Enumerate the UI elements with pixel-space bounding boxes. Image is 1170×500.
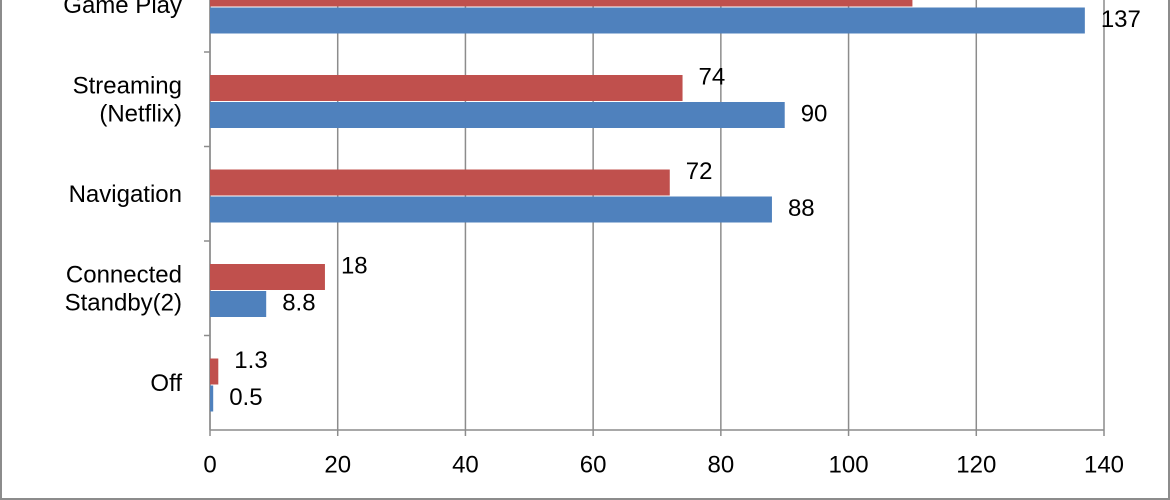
- x-tick-label: 20: [324, 451, 351, 478]
- x-tick-label: 80: [708, 451, 735, 478]
- x-tick-label: 0: [203, 451, 216, 478]
- data-label: 88: [788, 195, 815, 222]
- bar: [210, 169, 670, 196]
- y-tick-label: Game Play: [63, 0, 182, 19]
- bar: [210, 264, 325, 290]
- bar: [210, 0, 913, 7]
- y-tick-label: Off: [150, 370, 182, 397]
- data-label: 90: [801, 100, 828, 127]
- x-tick-label: 140: [1084, 451, 1124, 478]
- x-tick-label: 120: [956, 451, 996, 478]
- bar: [210, 291, 267, 317]
- x-tick-label: 40: [452, 451, 479, 478]
- data-label: 1.3: [234, 347, 267, 374]
- data-label: 8.8: [282, 289, 315, 316]
- y-tick-label: Navigation: [69, 181, 182, 208]
- y-tick-label: Connected Standby(2): [65, 262, 182, 317]
- y-tick-label: Streaming (Netflix): [73, 73, 182, 128]
- data-label: 72: [686, 158, 713, 185]
- bar: [210, 385, 214, 412]
- x-tick-label: 100: [829, 451, 869, 478]
- x-tick-label: 60: [580, 451, 607, 478]
- bar: [210, 75, 683, 101]
- bar: [210, 196, 772, 223]
- data-label: 137: [1101, 6, 1141, 33]
- data-label: 74: [699, 63, 726, 90]
- bar: [210, 102, 785, 128]
- data-label: 18: [341, 252, 368, 279]
- bar: [210, 7, 1085, 34]
- data-label: 0.5: [229, 384, 262, 411]
- bar: [210, 358, 219, 385]
